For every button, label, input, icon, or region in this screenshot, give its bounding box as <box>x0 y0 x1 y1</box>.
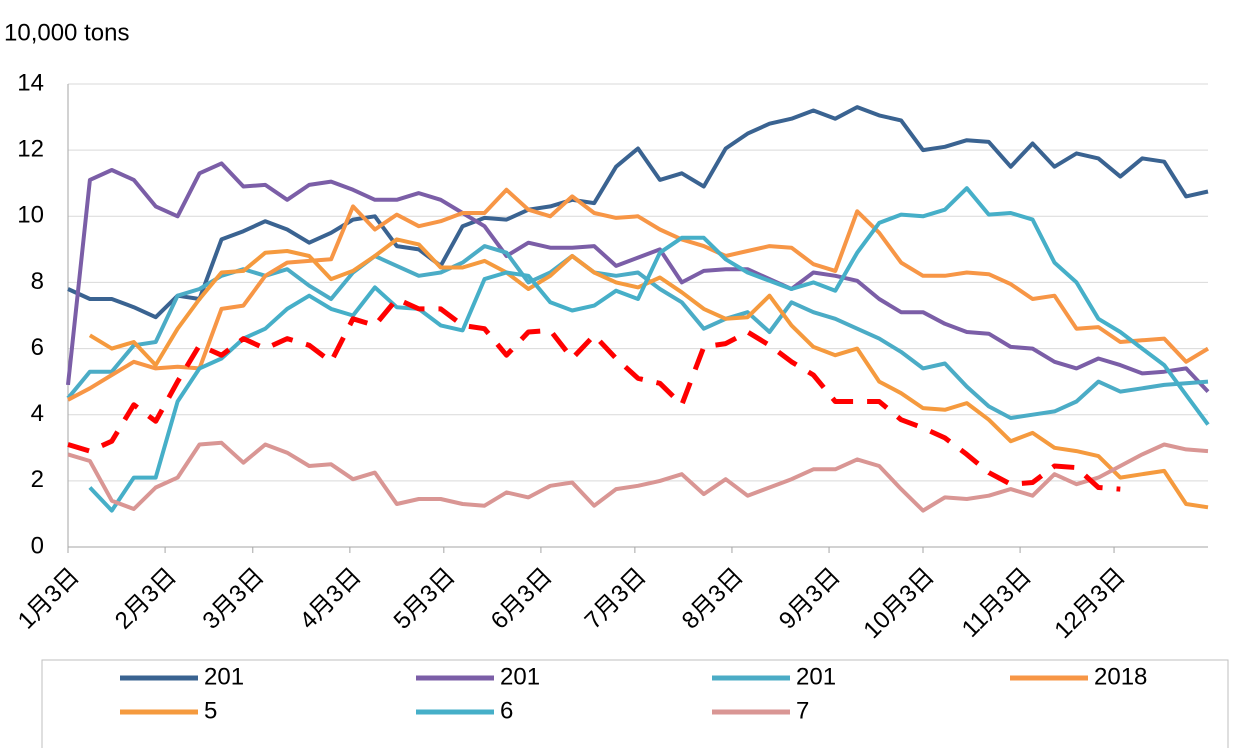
y-tick-label: 12 <box>17 135 44 162</box>
legend-label: 201 <box>204 663 244 690</box>
x-tick-label: 2月3日 <box>110 563 182 635</box>
x-tick-label: 11月3日 <box>957 563 1037 643</box>
series-line <box>88 186 1210 513</box>
x-tick-label: 10月3日 <box>858 563 939 644</box>
series-line <box>66 244 1209 420</box>
legend-label: 6 <box>500 697 513 724</box>
legend-label: 201 <box>500 663 540 690</box>
y-axis-label: 10,000 tons <box>4 19 129 46</box>
legend-box <box>41 659 1229 748</box>
x-tick-label: 12月3日 <box>1049 563 1130 644</box>
series-line <box>88 237 1209 510</box>
series-line <box>67 296 1121 492</box>
x-tick-label: 1月3日 <box>13 563 85 635</box>
x-tick-label: 7月3日 <box>580 563 652 635</box>
x-tick-label: 8月3日 <box>677 563 749 635</box>
x-tick-label: 5月3日 <box>389 563 461 635</box>
y-tick-label: 4 <box>31 400 44 427</box>
y-tick-label: 0 <box>31 532 44 559</box>
y-tick-label: 10 <box>17 202 44 229</box>
x-tick-label: 4月3日 <box>295 563 367 635</box>
legend-label: 7 <box>796 697 809 724</box>
y-tick-label: 6 <box>31 334 44 361</box>
y-tick-label: 8 <box>31 268 44 295</box>
y-tick-label: 14 <box>17 69 44 96</box>
legend-label: 5 <box>204 697 217 724</box>
x-tick-label: 3月3日 <box>198 563 270 635</box>
series-line <box>66 161 1210 393</box>
legend-label: 201 <box>796 663 836 690</box>
series-line <box>67 440 1209 513</box>
series-line <box>67 105 1209 320</box>
x-tick-label: 6月3日 <box>486 563 558 635</box>
x-tick-label: 9月3日 <box>774 563 846 635</box>
legend-label: 2018 <box>1094 663 1147 690</box>
y-tick-label: 2 <box>31 466 44 493</box>
series-line <box>67 187 1210 402</box>
